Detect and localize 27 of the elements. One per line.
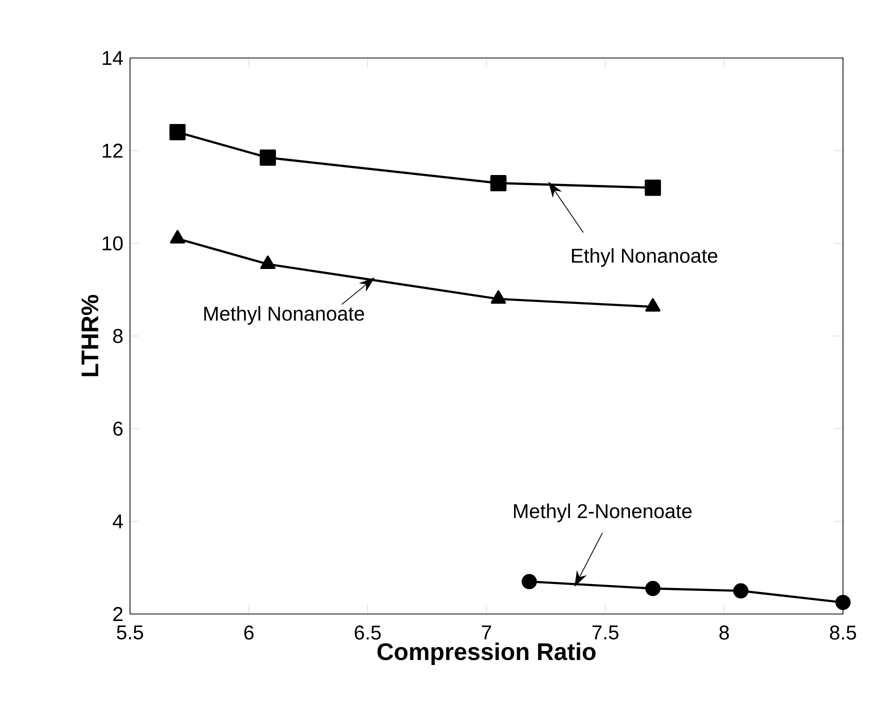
x-tick-label: 8.5 xyxy=(830,626,856,640)
annotation: Methyl Nonanoate xyxy=(204,306,364,325)
y-axis-title: LTHR% xyxy=(81,294,98,376)
x-axis-title: Compression Ratio xyxy=(377,642,596,665)
y-tick-label: 8 xyxy=(113,328,123,344)
point xyxy=(644,180,661,196)
x-tick-label: 7.5 xyxy=(592,626,618,640)
y-tick-label: 12 xyxy=(102,144,122,158)
x-tick-label: 8 xyxy=(719,626,729,640)
point xyxy=(490,175,506,192)
x-tick-label: 5.5 xyxy=(116,626,144,640)
y-tick-label: 6 xyxy=(113,422,123,436)
y-tick-label: 14 xyxy=(102,51,123,65)
point xyxy=(260,150,276,166)
annotation: Methyl 2-Nonenoate xyxy=(514,504,692,522)
point xyxy=(522,574,537,590)
point xyxy=(645,580,660,596)
annotation: Ethyl Nonanoate xyxy=(572,248,718,267)
point xyxy=(835,594,851,610)
y-tick-label: 4 xyxy=(112,514,123,528)
point xyxy=(733,583,748,598)
y-tick-label: 10 xyxy=(102,236,123,250)
x-tick-label: 6.5 xyxy=(354,626,381,640)
point xyxy=(169,124,186,140)
x-tick-label: 7 xyxy=(482,626,492,640)
x-tick-label: 6 xyxy=(244,626,254,640)
y-tick-label: 2 xyxy=(113,607,122,621)
